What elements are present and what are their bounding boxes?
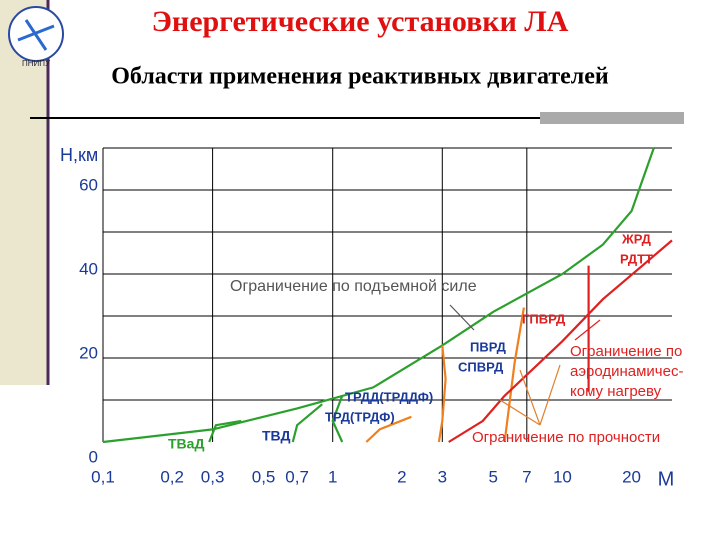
logo-mark [17, 19, 55, 51]
x-tick-label: 0,2 [160, 467, 184, 486]
arrow [449, 304, 475, 331]
curve [437, 345, 447, 443]
annotation: РДТТ [620, 251, 653, 266]
y-tick-label: 20 [79, 343, 98, 362]
curve [448, 239, 673, 443]
arrow [499, 364, 561, 426]
y-tick-label: 60 [79, 175, 98, 194]
annotation: кому нагреву [570, 383, 662, 400]
annotation: ЖРД [621, 231, 652, 246]
slide-subtitle: Области применения реактивных двигателей [111, 64, 609, 90]
curve [503, 307, 525, 443]
annotation: ТВаД [168, 436, 204, 452]
annotation: ПВРД [470, 339, 507, 354]
annotation: ГПВРД [522, 311, 566, 326]
annotation: СПВРД [458, 359, 504, 374]
y-axis-label: H,км [60, 145, 98, 165]
x-tick-label: 5 [489, 467, 498, 486]
curve [208, 419, 242, 443]
x-tick-label: 2 [397, 467, 406, 486]
x-tick-label: 20 [622, 467, 641, 486]
annotation: ТВД [262, 428, 290, 444]
x-tick-label: 10 [553, 467, 572, 486]
y-tick-label: 0 [89, 447, 98, 466]
separator-bar [540, 112, 684, 124]
curve [331, 395, 344, 443]
annotation: Ограничение по подъемной силе [230, 278, 477, 295]
annotation: Ограничение по прочности [472, 429, 660, 446]
x-tick-label: 3 [438, 467, 447, 486]
x-tick-label: 0,1 [91, 467, 115, 486]
curve [365, 415, 412, 443]
curve [291, 403, 323, 443]
logo-label: ПНИПУ [22, 59, 51, 68]
arrow [574, 319, 601, 341]
annotation: ТРДД(ТРДДФ) [345, 389, 433, 404]
x-axis-label: M [658, 468, 675, 490]
slide-title: Энергетические установки ЛА [152, 5, 569, 38]
side-strip [0, 0, 48, 385]
plot: 0 20 40 60 0,1 0,2 0,3 0,5 0,7 1 2 3 5 7 10 20 H,км M Огра… [60, 145, 683, 491]
arrows [449, 304, 601, 426]
x-tick-label: 1 [328, 467, 337, 486]
annotation: ТРД(ТРДФ) [325, 409, 395, 424]
annotation: Ограничение по [570, 343, 682, 360]
x-tick-label: 7 [522, 467, 531, 486]
x-tick-label: 0,5 [252, 467, 276, 486]
curve [102, 147, 655, 444]
annotation: аэродинамичес- [570, 363, 683, 380]
plot-area [60, 140, 672, 485]
y-tick-label: 40 [79, 259, 98, 278]
x-tick-label: 0,7 [285, 467, 309, 486]
x-tick-label: 0,3 [201, 467, 225, 486]
